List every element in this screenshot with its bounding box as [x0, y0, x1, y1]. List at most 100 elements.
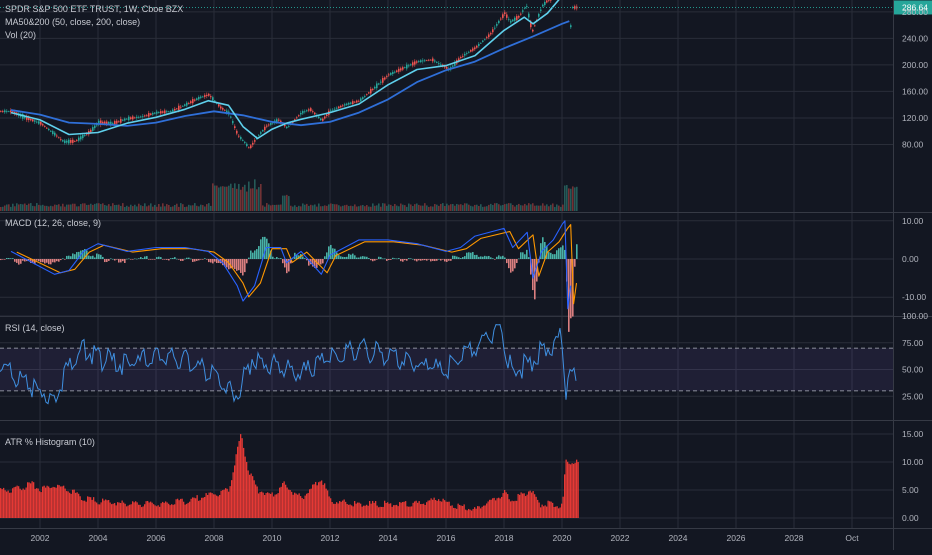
atr-histogram-bar — [390, 503, 392, 518]
atr-histogram-bar — [103, 500, 105, 518]
macd-histogram-bar — [434, 259, 436, 262]
atr-histogram-bar — [360, 503, 362, 518]
atr-histogram-bar — [381, 506, 383, 518]
ma-indicator-label[interactable]: MA50&200 (50, close, 200, close) — [5, 17, 141, 27]
candle-body — [172, 109, 174, 112]
candle-body — [138, 116, 140, 118]
candle-body — [346, 103, 348, 105]
volume-bar — [178, 206, 180, 211]
candle-body — [298, 115, 300, 117]
volume-bar — [166, 204, 168, 211]
atr-histogram-bar — [432, 499, 434, 518]
atr-histogram-bar — [570, 464, 572, 518]
macd-histogram-bar — [242, 259, 244, 276]
atr-histogram-bar — [283, 481, 285, 518]
candle-body — [200, 96, 202, 98]
volume-bar — [356, 206, 358, 211]
macd-histogram-bar — [160, 257, 162, 259]
candle-body — [516, 16, 518, 20]
volume-bar — [8, 204, 10, 211]
atr-histogram-bar — [424, 504, 426, 518]
atr-histogram-bar — [310, 488, 312, 518]
volume-bar — [340, 206, 342, 211]
volume-bar — [328, 204, 330, 211]
volume-bar — [32, 205, 34, 211]
macd-histogram-bar — [546, 245, 548, 259]
candle-body — [262, 130, 264, 132]
candle-body — [368, 92, 370, 94]
atr-histogram-bar — [244, 456, 246, 518]
x-tick-label: 2020 — [553, 533, 572, 543]
atr-pane-label[interactable]: ATR % Histogram (10) — [5, 437, 95, 447]
volume-bar — [480, 204, 482, 211]
atr-histogram-bar — [486, 503, 488, 518]
candle-body — [12, 111, 14, 113]
macd-histogram-bar — [402, 259, 404, 262]
atr-histogram-bar — [123, 502, 125, 518]
candle-body — [202, 96, 204, 98]
volume-bar — [174, 204, 176, 211]
volume-bar — [432, 206, 434, 211]
atr-histogram-bar — [466, 510, 468, 518]
macd-histogram-bar — [468, 252, 470, 259]
atr-histogram-bar — [93, 497, 95, 518]
rsi-pane-label[interactable]: RSI (14, close) — [5, 323, 65, 333]
macd-histogram-bar — [438, 258, 440, 260]
candle-body — [334, 108, 336, 110]
candle-body — [360, 98, 362, 102]
volume-bar — [36, 203, 38, 211]
macd-histogram-bar — [124, 259, 126, 263]
volume-bar — [78, 206, 80, 211]
candle-body — [254, 140, 256, 142]
atr-histogram-bar — [411, 506, 413, 518]
x-tick-label: 2016 — [437, 533, 456, 543]
volume-bar — [378, 203, 380, 211]
candle-body — [158, 112, 160, 113]
macd-histogram-bar — [132, 259, 134, 260]
atr-histogram-bar — [523, 493, 525, 518]
macd-histogram-bar — [464, 256, 466, 259]
candle-body — [308, 109, 310, 111]
candle-body — [224, 109, 226, 111]
macd-histogram-bar — [396, 258, 398, 260]
volume-bar — [330, 203, 332, 211]
macd-histogram-bar — [284, 259, 286, 268]
atr-histogram-bar — [433, 497, 435, 518]
atr-histogram-bar — [207, 494, 209, 518]
volume-bar — [350, 205, 352, 211]
macd-histogram-bar — [348, 253, 350, 259]
volume-bar — [320, 206, 322, 211]
atr-histogram-bar — [508, 499, 510, 518]
macd-histogram-bar — [52, 259, 54, 263]
atr-histogram-bar — [382, 506, 384, 518]
atr-histogram-bar — [190, 498, 192, 518]
atr-histogram-bar — [247, 470, 249, 518]
candle-body — [296, 117, 298, 119]
candle-body — [294, 119, 296, 121]
atr-histogram-bar — [292, 494, 294, 518]
macd-pane-label[interactable]: MACD (12, 26, close, 9) — [5, 218, 102, 228]
atr-histogram-bar — [165, 501, 167, 518]
volume-bar — [94, 203, 96, 211]
atr-histogram-bar — [174, 504, 176, 518]
atr-histogram-bar — [351, 505, 353, 518]
chart-title: SPDR S&P 500 ETF TRUST, 1W, Cboe BZX — [5, 4, 184, 14]
volume-bar — [206, 204, 208, 211]
volume-indicator-label[interactable]: Vol (20) — [5, 30, 37, 40]
atr-histogram-bar — [223, 489, 225, 518]
volume-bar — [556, 204, 558, 211]
volume-bar — [304, 204, 306, 211]
atr-histogram-bar — [300, 496, 302, 518]
volume-bar — [546, 204, 548, 211]
macd-histogram-bar — [38, 259, 40, 262]
candle-body — [164, 110, 166, 114]
volume-bar — [534, 205, 536, 211]
atr-histogram-bar — [531, 492, 533, 518]
macd-histogram-bar — [494, 259, 496, 260]
candle-body — [512, 19, 514, 22]
atr-histogram-bar — [499, 498, 501, 518]
atr-histogram-bar — [228, 491, 230, 518]
macd-histogram-bar — [176, 258, 178, 260]
volume-bar — [438, 205, 440, 211]
